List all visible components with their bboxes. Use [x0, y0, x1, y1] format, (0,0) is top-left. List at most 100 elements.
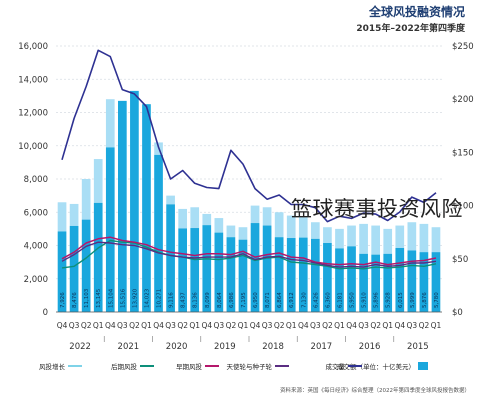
quarter-label: Q2 — [370, 321, 381, 330]
growth-bar-segment — [323, 227, 332, 244]
quarter-label: Q2 — [226, 321, 237, 330]
right-tick-label: $0 — [452, 308, 463, 318]
bar-series — [56, 90, 442, 313]
bar-value-label: 6,864 — [277, 292, 283, 308]
deal-value-bar — [81, 219, 91, 312]
deal-value-bar — [178, 228, 187, 312]
chart-subtitle: 2015年–2022年第四季度 — [356, 22, 466, 34]
left-tick-label: 10,000 — [18, 142, 48, 152]
right-tick-label: $150 — [452, 148, 474, 158]
deal-value-bar — [190, 228, 200, 312]
growth-bar-segment — [407, 222, 417, 251]
quarter-label: Q2 — [419, 321, 430, 330]
left-tick-label: 16,000 — [18, 42, 48, 52]
bar-value-label: 15,516 — [120, 288, 126, 308]
late-stage-line — [61, 239, 437, 270]
line-series — [61, 49, 437, 270]
year-label: 2018 — [262, 342, 284, 352]
left-tick-label: 14,000 — [18, 75, 48, 85]
bar-value-label: 5,876 — [422, 292, 428, 308]
deal-value-bar — [419, 252, 429, 312]
deal-value-bar — [431, 252, 441, 312]
deal-value-bar — [226, 237, 236, 312]
year-label: 2022 — [69, 342, 91, 352]
legend-label: 后期风投 — [111, 362, 138, 371]
growth-bar-segment — [286, 215, 296, 239]
growth-bar-segment — [383, 228, 393, 254]
year-label: 2017 — [311, 342, 333, 352]
left-tick-label: 0 — [43, 308, 48, 318]
deal-value-bar — [383, 253, 393, 312]
bar-value-label: 8,071 — [265, 292, 271, 308]
growth-bar-segment — [166, 195, 175, 205]
quarter-label: Q1 — [189, 321, 200, 330]
quarter-label: Q3 — [358, 321, 369, 330]
legend: 成交额（单位：十亿美元）成交量 天使轮与种子轮 早期风投 后期风投 风投增长 — [39, 362, 428, 371]
right-tick-label: $50 — [452, 255, 468, 265]
bar-value-label: 6,426 — [313, 292, 319, 308]
year-label: 2020 — [166, 342, 188, 352]
legend-label: 早期风投 — [176, 362, 203, 371]
bar-value-label: 8,064 — [217, 292, 223, 308]
growth-bar-segment — [81, 179, 91, 220]
quarter-label: Q4 — [105, 321, 116, 330]
bar-value-label: 5,928 — [386, 292, 392, 308]
bar-value-label: 7,130 — [301, 292, 307, 308]
deal-value-bar — [93, 202, 103, 312]
deal-value-bar — [214, 232, 224, 312]
legend-label: 成交量 — [326, 362, 346, 371]
bar-value-label: 11,103 — [84, 288, 90, 308]
bar-value-label: 14,023 — [144, 288, 150, 308]
quarter-label: Q3 — [310, 321, 321, 330]
deal-value-bar — [323, 243, 332, 312]
bar-value-label: 8,099 — [205, 292, 211, 308]
right-tick-label: $250 — [452, 42, 474, 52]
bar-value-label: 5,910 — [362, 292, 368, 308]
year-label: 2019 — [214, 342, 236, 352]
legend-label: 天使轮与种子轮 — [227, 362, 273, 371]
quarter-label: Q1 — [286, 321, 297, 330]
deal-value-bar — [359, 253, 368, 312]
deal-value-bar — [335, 248, 344, 312]
deal-value-bar — [154, 154, 163, 312]
growth-bar-segment — [178, 208, 187, 229]
deal-value-bar — [286, 238, 296, 312]
legend-swatch — [418, 362, 428, 370]
bar-value-label: 15,104 — [108, 288, 114, 308]
growth-bar-segment — [371, 225, 380, 255]
growth-bar-segment — [395, 225, 405, 248]
year-label: 2015 — [407, 342, 429, 352]
deal-value-bar — [118, 100, 127, 312]
bar-value-label: 5,999 — [410, 292, 416, 308]
year-label: 2021 — [118, 342, 140, 352]
left-tick-label: 2,000 — [24, 275, 48, 285]
bar-value-label: 5,950 — [350, 292, 356, 308]
bar-value-label: 6,360 — [325, 292, 331, 308]
quarter-label: Q1 — [431, 321, 442, 330]
quarter-label: Q3 — [262, 321, 273, 330]
growth-bar-segment — [250, 205, 260, 224]
quarter-label: Q4 — [250, 321, 261, 330]
quarter-label: Q3 — [117, 321, 128, 330]
deal-count-line — [61, 49, 437, 223]
bar-value-label: 8,437 — [181, 292, 187, 308]
quarter-label: Q2 — [274, 321, 285, 330]
deal-value-bar — [250, 223, 260, 312]
quarter-label: Q2 — [177, 321, 188, 330]
quarter-label: Q4 — [394, 321, 405, 330]
right-tick-label: $100 — [452, 202, 474, 212]
quarter-label: Q2 — [81, 321, 92, 330]
deal-value-bar — [166, 204, 175, 312]
growth-bar-segment — [57, 202, 67, 232]
quarter-label: Q3 — [165, 321, 176, 330]
deal-value-bar — [274, 237, 284, 312]
deal-value-bar — [311, 238, 320, 312]
quarter-label: Q3 — [69, 321, 80, 330]
bar-value-label: 7,926 — [60, 292, 66, 308]
angel-seed-line — [61, 241, 437, 268]
bar-value-label: 6,015 — [398, 292, 404, 308]
bar-value-label: 6,950 — [253, 292, 259, 308]
bar-value-label: 6,181 — [337, 292, 343, 308]
bar-value-label: 9,116 — [169, 292, 175, 308]
quarter-label: Q1 — [382, 321, 393, 330]
